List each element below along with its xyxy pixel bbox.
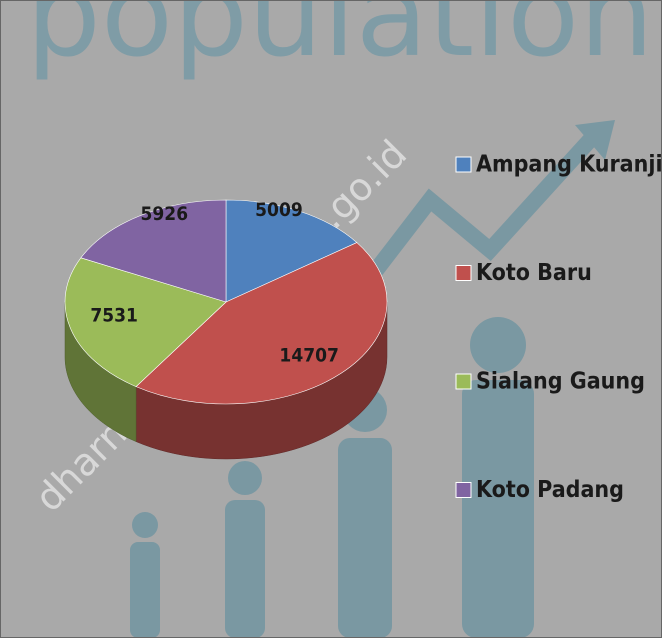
legend-swatch [456,483,471,498]
figure [338,438,392,638]
legend-label: Koto Baru [476,260,592,286]
legend-swatch [456,157,471,172]
figure [470,317,526,373]
data-label: 7531 [90,305,138,327]
chart: population dharmasrayakab.bps.go.id 5009… [0,0,662,638]
legend-label: Koto Padang [476,477,624,503]
data-label: 5926 [141,203,189,225]
legend-label: Sialang Gaung [476,369,645,395]
data-label: 5009 [255,199,303,221]
legend-label: Ampang Kuranji [476,152,662,178]
figure [130,542,160,638]
figure [225,500,265,638]
legend-swatch [456,374,471,389]
figure [462,380,534,638]
figure [132,512,158,538]
figure [228,461,262,495]
legend-swatch [456,266,471,281]
background-title: population [26,0,654,83]
data-label: 14707 [279,344,338,366]
